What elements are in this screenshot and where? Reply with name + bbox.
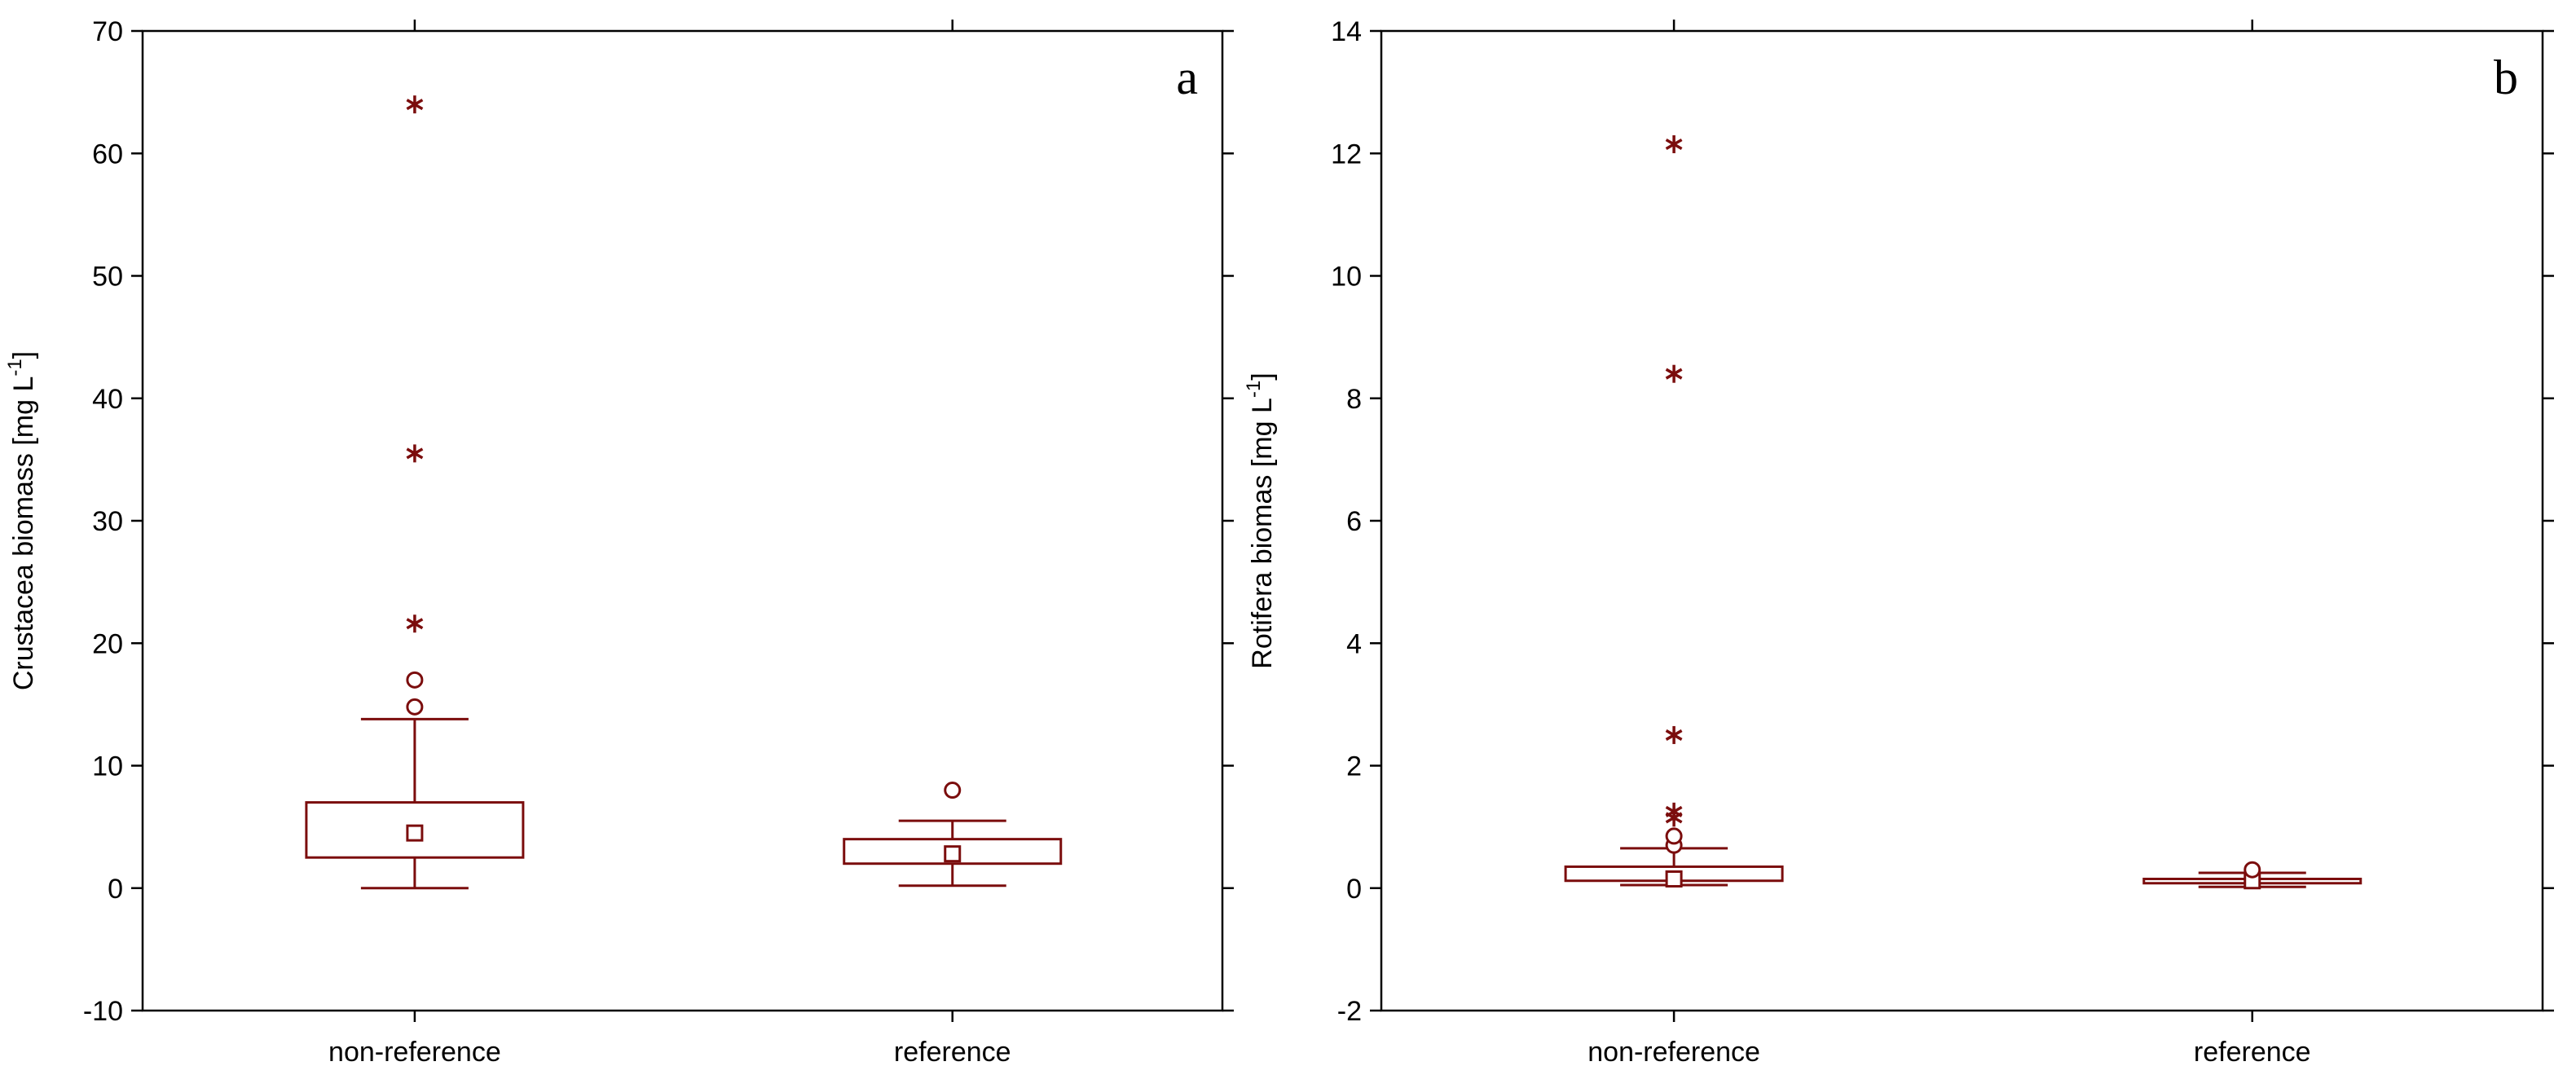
outlier-point — [406, 671, 424, 689]
outlier-point — [944, 782, 962, 799]
y-tick-label: 2 — [1346, 751, 1362, 782]
y-axis-title: Crustacea biomass [mg L-1] — [4, 351, 39, 690]
x-tick-label: reference — [894, 1037, 1011, 1068]
outlier-point — [1665, 827, 1683, 845]
plot-frame — [1380, 29, 2544, 1012]
outlier-point — [406, 698, 424, 716]
extreme-point — [406, 444, 424, 463]
median-marker — [406, 824, 424, 842]
extreme-stroke — [1665, 729, 1683, 741]
extreme-stroke — [1665, 138, 1683, 150]
extreme-stroke — [406, 447, 424, 460]
extreme-point — [406, 614, 424, 633]
x-tick-label: non-reference — [328, 1037, 501, 1068]
chart-panel-a: -10 0 10 20 30 40 50 60 70 non-reference reference… — [4, 16, 1234, 1068]
chart-panel-b: -2 0 2 4 6 8 10 12 14 non-reference reference Rotif… — [1243, 16, 2554, 1068]
y-tick-label: 0 — [108, 874, 123, 905]
extreme-stroke — [406, 99, 424, 111]
x-tick-label: non-reference — [1587, 1037, 1760, 1068]
box-non-reference — [1564, 134, 1784, 888]
y-tick-label: -10 — [83, 996, 123, 1027]
extreme-point — [1665, 725, 1683, 744]
extreme-point — [1665, 134, 1683, 153]
y-tick-label: 20 — [92, 628, 123, 659]
y-tick-label: 12 — [1331, 139, 1362, 170]
y-tick-label: 70 — [92, 16, 123, 47]
outlier-point — [2244, 861, 2261, 879]
extreme-stroke — [1665, 368, 1683, 380]
panel-label: a — [1176, 51, 1198, 104]
box-reference — [843, 782, 1063, 888]
y-tick-label: 8 — [1346, 384, 1362, 415]
y-tick-label: 10 — [92, 751, 123, 782]
extreme-point — [1665, 364, 1683, 383]
y-tick-label: 10 — [1331, 262, 1362, 293]
extreme-point — [406, 95, 424, 114]
y-tick-label: 14 — [1331, 16, 1362, 47]
extreme-point — [1665, 802, 1683, 821]
y-tick-label: 6 — [1346, 506, 1362, 537]
y-tick-label: 30 — [92, 506, 123, 537]
median-marker — [944, 845, 962, 863]
y-tick-label: -2 — [1337, 996, 1362, 1027]
y-tick-label: 40 — [92, 384, 123, 415]
y-axis-title: Rotifera biomas [mg L-1] — [1243, 372, 1278, 668]
box-reference — [2142, 861, 2362, 890]
box-non-reference — [305, 95, 525, 890]
extreme-stroke — [406, 618, 424, 630]
y-tick-label: 4 — [1346, 628, 1362, 659]
y-tick-label: 0 — [1346, 874, 1362, 905]
extreme-stroke — [1665, 805, 1683, 817]
y-tick-label: 60 — [92, 139, 123, 170]
x-tick-label: reference — [2194, 1037, 2311, 1068]
y-tick-label: 50 — [92, 262, 123, 293]
panel-label: b — [2494, 51, 2518, 104]
median-marker — [1665, 870, 1683, 888]
